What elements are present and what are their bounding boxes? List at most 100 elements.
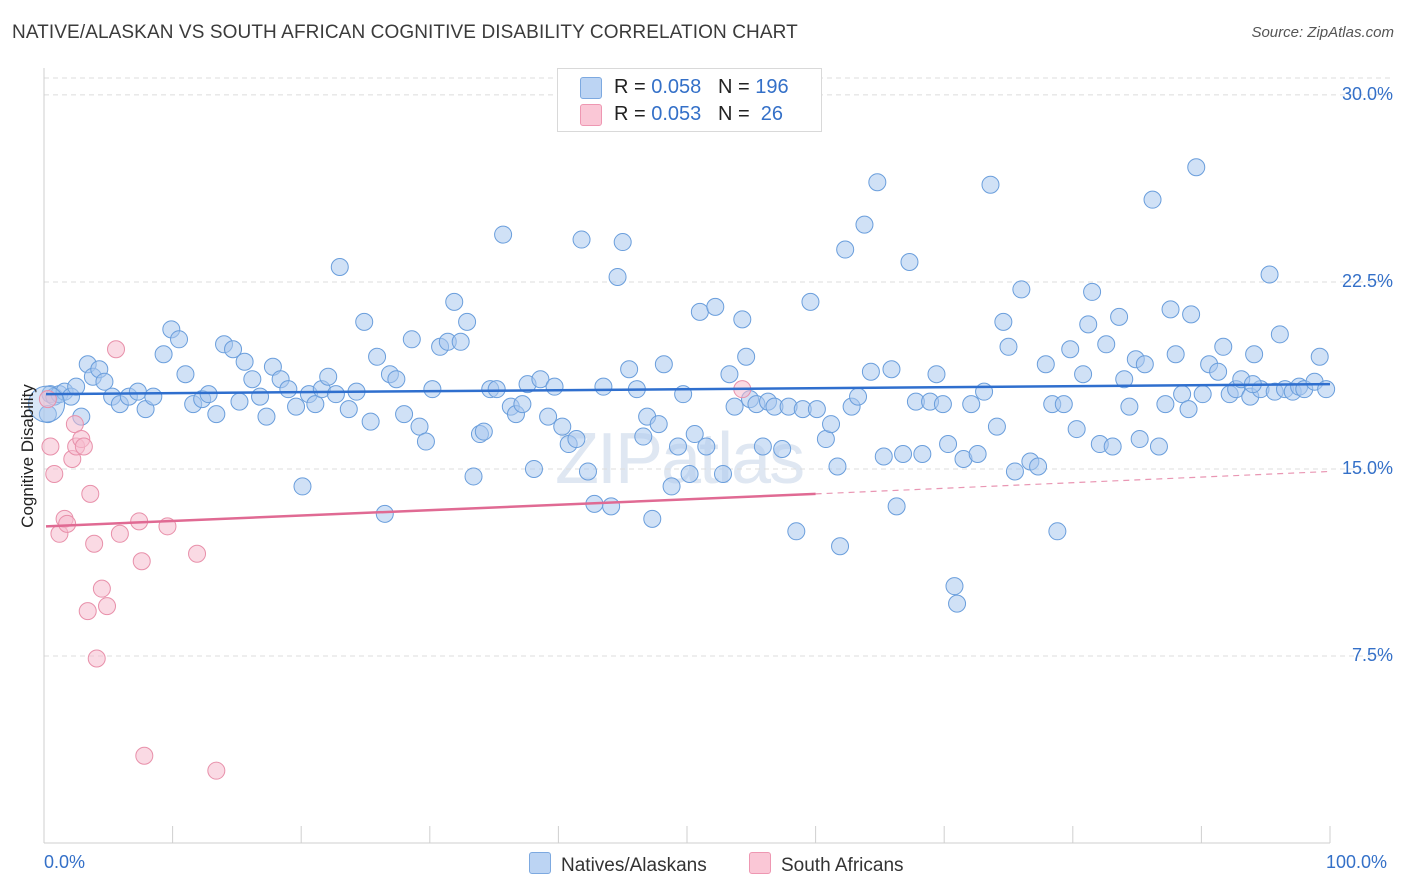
data-point-natives <box>994 312 1013 331</box>
data-point-south-africans <box>107 340 126 359</box>
bottom-legend-label: South Africans <box>781 855 904 876</box>
data-point-south-africans <box>45 464 64 483</box>
data-point-natives <box>445 292 464 311</box>
y-axis-label: Cognitive Disability <box>18 384 37 528</box>
x-tick-label-max: 100.0% <box>1326 852 1388 872</box>
data-point-natives <box>1005 462 1024 481</box>
legend-n-value: 26 <box>755 103 784 125</box>
data-point-natives <box>1036 355 1055 374</box>
data-point-natives <box>697 437 716 456</box>
watermark-sub: atlas <box>661 419 805 499</box>
data-point-natives <box>816 430 835 449</box>
data-point-natives <box>1156 395 1175 414</box>
y-tick-label: 7.5% <box>1351 644 1393 665</box>
data-point-south-africans <box>85 534 104 553</box>
legend-swatch-pink <box>749 852 771 874</box>
data-point-natives <box>714 464 733 483</box>
series-south-africans <box>38 340 752 780</box>
data-point-natives <box>1120 397 1139 416</box>
bottom-legend-natives[interactable]: Natives/Alaskans <box>529 852 707 877</box>
data-point-natives <box>1135 355 1154 374</box>
chart-title: NATIVE/ALASKAN VS SOUTH AFRICAN COGNITIV… <box>12 22 798 43</box>
trend-line-south-africans-extension <box>815 470 1331 495</box>
data-point-natives <box>235 352 254 371</box>
data-point-natives <box>1161 300 1180 319</box>
x-tick-label-min: 0.0% <box>44 852 86 872</box>
data-point-natives <box>1103 437 1122 456</box>
data-point-south-africans <box>98 597 117 616</box>
data-point-natives <box>608 267 627 286</box>
data-point-natives <box>855 215 874 234</box>
data-point-natives <box>545 377 564 396</box>
data-point-natives <box>836 240 855 259</box>
data-point-natives <box>662 477 681 496</box>
data-point-natives <box>968 445 987 464</box>
data-point-natives <box>1048 522 1067 541</box>
data-point-natives <box>170 330 189 349</box>
data-point-natives <box>706 297 725 316</box>
legend-n-label: N = <box>717 103 750 125</box>
data-point-natives <box>1149 437 1168 456</box>
data-point-natives <box>339 400 358 419</box>
legend-row-natives: R = 0.058 N = 196 <box>580 76 789 100</box>
data-point-natives <box>939 435 958 454</box>
data-point-south-africans <box>74 437 93 456</box>
data-point-natives <box>95 372 114 391</box>
data-point-natives <box>1079 315 1098 334</box>
data-point-natives <box>602 497 621 516</box>
data-point-natives <box>787 522 806 541</box>
data-point-natives <box>1012 280 1031 299</box>
data-point-natives <box>458 312 477 331</box>
correlation-legend: R = 0.058 N = 196 R = 0.053 N = 26 <box>557 68 822 132</box>
data-point-natives <box>831 537 850 556</box>
data-point-natives <box>807 400 826 419</box>
data-point-natives <box>868 173 887 192</box>
data-point-natives <box>1061 340 1080 359</box>
data-point-natives <box>326 385 345 404</box>
data-point-natives <box>1193 385 1212 404</box>
data-point-natives <box>900 253 919 272</box>
data-point-natives <box>822 415 841 434</box>
data-point-natives <box>1166 345 1185 364</box>
trend-line-natives <box>45 382 1331 396</box>
data-point-natives <box>1173 385 1192 404</box>
data-point-natives <box>849 387 868 406</box>
data-point-south-africans <box>78 602 97 621</box>
data-point-natives <box>882 360 901 379</box>
legend-swatch-blue <box>580 76 602 99</box>
data-point-natives <box>251 387 270 406</box>
data-point-natives <box>395 405 414 424</box>
data-point-natives <box>1245 345 1264 364</box>
legend-r-label: R = <box>614 76 646 98</box>
data-point-natives <box>987 417 1006 436</box>
data-point-south-africans <box>87 649 106 668</box>
data-point-natives <box>355 312 374 331</box>
data-point-natives <box>487 380 506 399</box>
data-point-natives <box>753 437 772 456</box>
data-point-natives <box>1187 158 1206 177</box>
data-point-natives <box>224 340 243 359</box>
data-point-natives <box>257 407 276 426</box>
bottom-legend-south-africans[interactable]: South Africans <box>749 852 904 877</box>
data-point-natives <box>451 332 470 351</box>
data-point-natives <box>887 497 906 516</box>
data-point-natives <box>620 360 639 379</box>
data-point-natives <box>67 377 86 396</box>
data-point-natives <box>1074 365 1093 384</box>
data-point-natives <box>128 382 147 401</box>
data-point-south-africans <box>207 761 226 780</box>
data-point-natives <box>654 355 673 374</box>
data-point-natives <box>1270 325 1289 344</box>
trend-lines <box>45 382 1331 528</box>
data-point-natives <box>737 347 756 366</box>
data-point-natives <box>680 464 699 483</box>
data-point-natives <box>572 230 591 249</box>
data-point-natives <box>243 370 262 389</box>
data-point-natives <box>375 504 394 523</box>
data-point-natives <box>319 367 338 386</box>
data-point-natives <box>330 257 349 276</box>
data-point-natives <box>416 432 435 451</box>
data-point-south-africans <box>41 437 60 456</box>
data-point-natives <box>773 440 792 459</box>
data-point-natives <box>1130 430 1149 449</box>
